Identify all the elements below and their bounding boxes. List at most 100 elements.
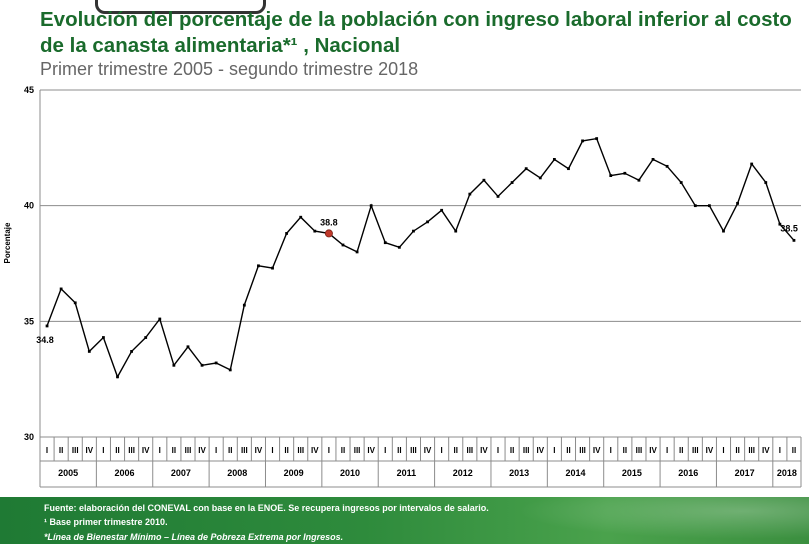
year-label: 2012 xyxy=(453,468,473,478)
data-point xyxy=(595,137,599,140)
x-tick-label: III xyxy=(241,446,248,455)
x-tick-label: II xyxy=(341,446,345,455)
x-tick-label: I xyxy=(159,446,161,455)
x-tick-label: III xyxy=(297,446,304,455)
x-tick-label: II xyxy=(792,446,796,455)
data-point xyxy=(538,176,542,180)
base-note: ¹ Base primer trimestre 2010. xyxy=(44,517,168,527)
x-tick-label: IV xyxy=(649,446,657,455)
year-label: 2013 xyxy=(509,468,529,478)
x-tick-label: II xyxy=(115,446,119,455)
data-point xyxy=(468,192,472,196)
data-point xyxy=(214,361,218,365)
x-tick-label: I xyxy=(497,446,499,455)
x-tick-label: I xyxy=(610,446,612,455)
x-tick-label: I xyxy=(722,446,724,455)
data-point xyxy=(736,201,739,205)
chart-title: Evolución del porcentaje de la población… xyxy=(40,8,792,57)
y-tick-label: 45 xyxy=(24,85,34,95)
x-tick-label: III xyxy=(410,446,417,455)
x-tick-label: III xyxy=(128,446,135,455)
data-point xyxy=(383,241,387,245)
data-point xyxy=(102,336,105,339)
year-label: 2009 xyxy=(284,468,304,478)
data-point xyxy=(609,174,613,177)
data-point xyxy=(552,158,556,161)
year-label: 2010 xyxy=(340,468,360,478)
data-point xyxy=(693,204,697,208)
x-tick-label: I xyxy=(441,446,443,455)
source-note: Fuente: elaboración del CONEVAL con base… xyxy=(44,503,489,513)
x-tick-label: II xyxy=(510,446,514,455)
x-tick-label: II xyxy=(454,446,458,455)
x-tick-label: II xyxy=(228,446,232,455)
x-tick-label: II xyxy=(566,446,570,455)
x-tick-label: IV xyxy=(86,446,94,455)
data-label: 38.8 xyxy=(320,217,338,227)
series-line xyxy=(46,137,795,379)
data-point xyxy=(242,303,246,307)
data-point xyxy=(510,181,514,184)
x-tick-label: IV xyxy=(593,446,601,455)
data-point xyxy=(567,167,570,171)
chart-subtitle: Primer trimestre 2005 - segundo trimestr… xyxy=(40,59,419,79)
x-tick-label: IV xyxy=(311,446,319,455)
data-point xyxy=(73,301,77,305)
x-tick-label: II xyxy=(172,446,176,455)
data-point xyxy=(116,375,119,379)
data-point xyxy=(87,350,91,353)
data-point xyxy=(299,215,303,219)
year-label: 2015 xyxy=(622,468,642,478)
data-point xyxy=(637,178,641,182)
x-tick-label: IV xyxy=(537,446,545,455)
x-tick-label: I xyxy=(666,446,668,455)
x-tick-label: I xyxy=(779,446,781,455)
data-point xyxy=(228,368,232,372)
data-point xyxy=(764,181,768,184)
x-tick-label: I xyxy=(46,446,48,455)
x-tick-label: IV xyxy=(424,446,432,455)
data-point xyxy=(355,250,359,254)
x-tick-label: IV xyxy=(142,446,150,455)
x-tick-label: IV xyxy=(480,446,488,455)
data-point xyxy=(369,204,373,208)
x-tick-label: IV xyxy=(706,446,714,455)
data-point xyxy=(130,350,134,353)
x-tick-label: I xyxy=(215,446,217,455)
highlight-point xyxy=(324,229,333,238)
x-tick-label: III xyxy=(636,446,643,455)
year-label: 2017 xyxy=(735,468,755,478)
data-point xyxy=(45,324,49,328)
data-point xyxy=(581,139,584,143)
year-label: 2007 xyxy=(171,468,191,478)
data-point xyxy=(482,178,486,182)
data-label: 34.8 xyxy=(36,335,54,345)
year-label: 2005 xyxy=(58,468,78,478)
data-point xyxy=(285,232,289,235)
data-point xyxy=(200,363,204,367)
year-label: 2008 xyxy=(227,468,247,478)
data-point xyxy=(426,220,429,224)
y-tick-label: 35 xyxy=(24,316,34,326)
x-tick-label: II xyxy=(59,446,63,455)
data-point xyxy=(750,162,754,166)
x-tick-label: III xyxy=(72,446,79,455)
x-tick-label: I xyxy=(328,446,330,455)
year-label: 2018 xyxy=(777,468,797,478)
x-tick-label: III xyxy=(185,446,192,455)
data-point xyxy=(144,336,148,339)
data-point xyxy=(623,171,627,175)
x-tick-label: III xyxy=(354,446,361,455)
x-tick-label: IV xyxy=(762,446,770,455)
data-point xyxy=(186,345,190,349)
data-point xyxy=(271,266,274,270)
y-axis-label: Porcentaje xyxy=(3,222,12,263)
x-tick-label: II xyxy=(679,446,683,455)
year-label: 2011 xyxy=(397,468,417,478)
x-tick-label: II xyxy=(284,446,288,455)
definition-note: *Línea de Bienestar Mínimo – Línea de Po… xyxy=(44,532,344,542)
data-point xyxy=(792,238,796,242)
data-point xyxy=(454,229,458,233)
x-tick-label: II xyxy=(735,446,739,455)
